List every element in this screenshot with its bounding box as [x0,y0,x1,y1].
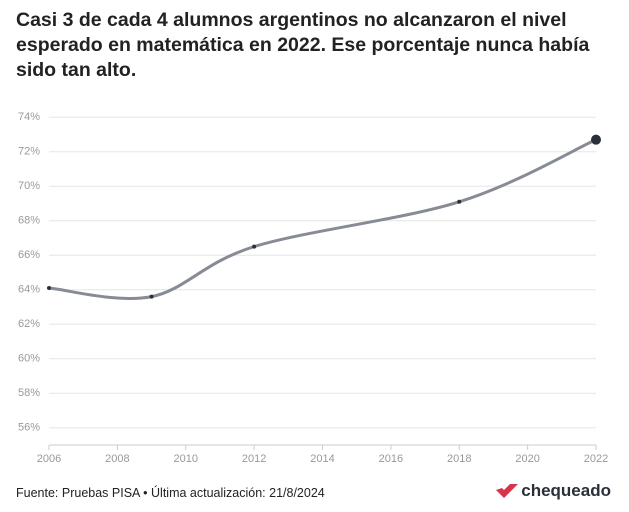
x-tick-label: 2006 [37,453,61,465]
chart-title: Casi 3 de cada 4 alumnos argentinos no a… [16,9,590,81]
data-point [47,286,51,291]
data-line [48,138,597,301]
y-tick-label: 68% [18,215,40,227]
y-tick-label: 72% [18,146,40,158]
x-tick-label: 2012 [242,453,266,465]
y-tick-label: 60% [18,353,40,365]
x-tick-label: 2018 [447,453,471,465]
logo-text: chequeado [521,481,611,500]
data-point [591,134,601,145]
data-point [457,199,462,204]
y-tick-label: 66% [18,249,40,261]
source-note: Fuente: Pruebas PISA • Última actualizac… [16,486,325,500]
data-point [149,294,154,299]
y-tick-label: 56% [18,422,40,434]
data-point [252,244,257,249]
x-tick-label: 2020 [515,453,539,465]
x-tick-label: 2008 [105,453,129,465]
y-tick-label: 74% [18,111,40,123]
y-tick-label: 70% [18,180,40,192]
y-tick-label: 58% [18,387,40,399]
x-tick-label: 2014 [310,453,334,465]
logo: chequeado [496,481,611,501]
x-tick-label: 2022 [584,453,608,465]
x-tick-label: 2016 [379,453,403,465]
y-tick-label: 64% [18,284,40,296]
logo-icon [496,484,519,498]
y-tick-label: 62% [18,318,40,330]
chart: 56% 58% 60% 62% 64% 66% 68% 70% 72% 74% 2006 2008 20… [18,111,608,465]
x-tick-label: 2010 [174,453,198,465]
